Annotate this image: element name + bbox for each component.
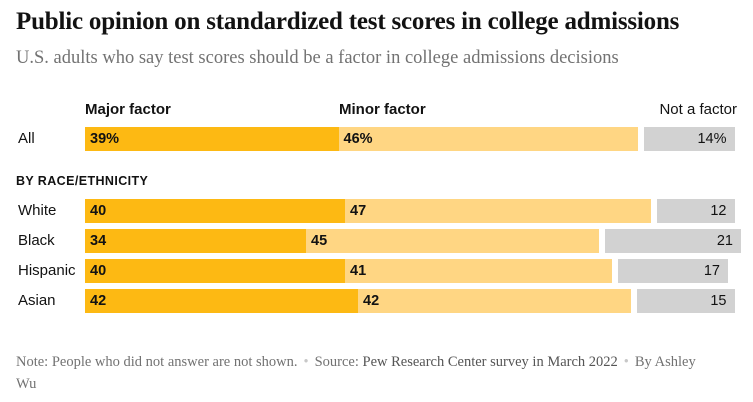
bar-major-white: 40 [85, 199, 345, 223]
bar-minor-hispanic: 41 [345, 259, 612, 283]
chart-title: Public opinion on standardized test scor… [16, 8, 680, 35]
value-label-minor-all: 46% [343, 131, 373, 147]
bar-major-hispanic: 40 [85, 259, 345, 283]
value-label-major-hispanic: 40 [90, 263, 107, 279]
byline: By Ashley Wu [16, 354, 696, 392]
source-text: Pew Research Center survey in March 2022 [362, 354, 618, 370]
value-label-minor-asian: 42 [363, 293, 380, 309]
bar-major-asian: 42 [85, 289, 358, 313]
value-label-major-asian: 42 [90, 293, 107, 309]
row-label-black: Black [18, 232, 55, 249]
note-text: Note: People who did not answer are not … [16, 354, 298, 370]
value-label-major-white: 40 [90, 203, 107, 219]
value-label-minor-white: 47 [350, 203, 367, 219]
bar-not-white: 12 [656, 199, 735, 223]
legend-minor-factor: Minor factor [339, 101, 426, 118]
value-label-major-all: 39% [90, 131, 120, 147]
value-label-minor-black: 45 [311, 233, 328, 249]
bar-not-black: 21 [604, 229, 741, 253]
bar-not-hispanic: 17 [617, 259, 728, 283]
bar-minor-all: 46% [338, 127, 638, 151]
bar-major-all: 39% [85, 127, 339, 151]
legend-major-factor: Major factor [85, 101, 171, 118]
row-label-hispanic: Hispanic [18, 262, 76, 279]
bar-not-all: 14% [643, 127, 735, 151]
separator-dot: • [303, 354, 309, 370]
bar-major-black: 34 [85, 229, 306, 253]
separator-dot: • [623, 354, 629, 370]
footer-note: Note: People who did not answer are not … [16, 351, 696, 395]
value-label-minor-hispanic: 41 [350, 263, 367, 279]
section-heading-race: BY RACE/ETHNICITY [16, 174, 149, 188]
bar-not-asian: 15 [637, 289, 735, 313]
source-label: Source: [314, 354, 359, 370]
row-label-asian: Asian [18, 292, 56, 309]
legend-not-a-factor: Not a factor [659, 101, 737, 118]
chart-subtitle: U.S. adults who say test scores should b… [16, 48, 619, 68]
row-label-white: White [18, 202, 57, 219]
value-label-major-black: 34 [90, 233, 107, 249]
row-label-all: All [18, 130, 35, 147]
bar-minor-black: 45 [306, 229, 599, 253]
bar-minor-white: 47 [345, 199, 651, 223]
bar-minor-asian: 42 [358, 289, 631, 313]
